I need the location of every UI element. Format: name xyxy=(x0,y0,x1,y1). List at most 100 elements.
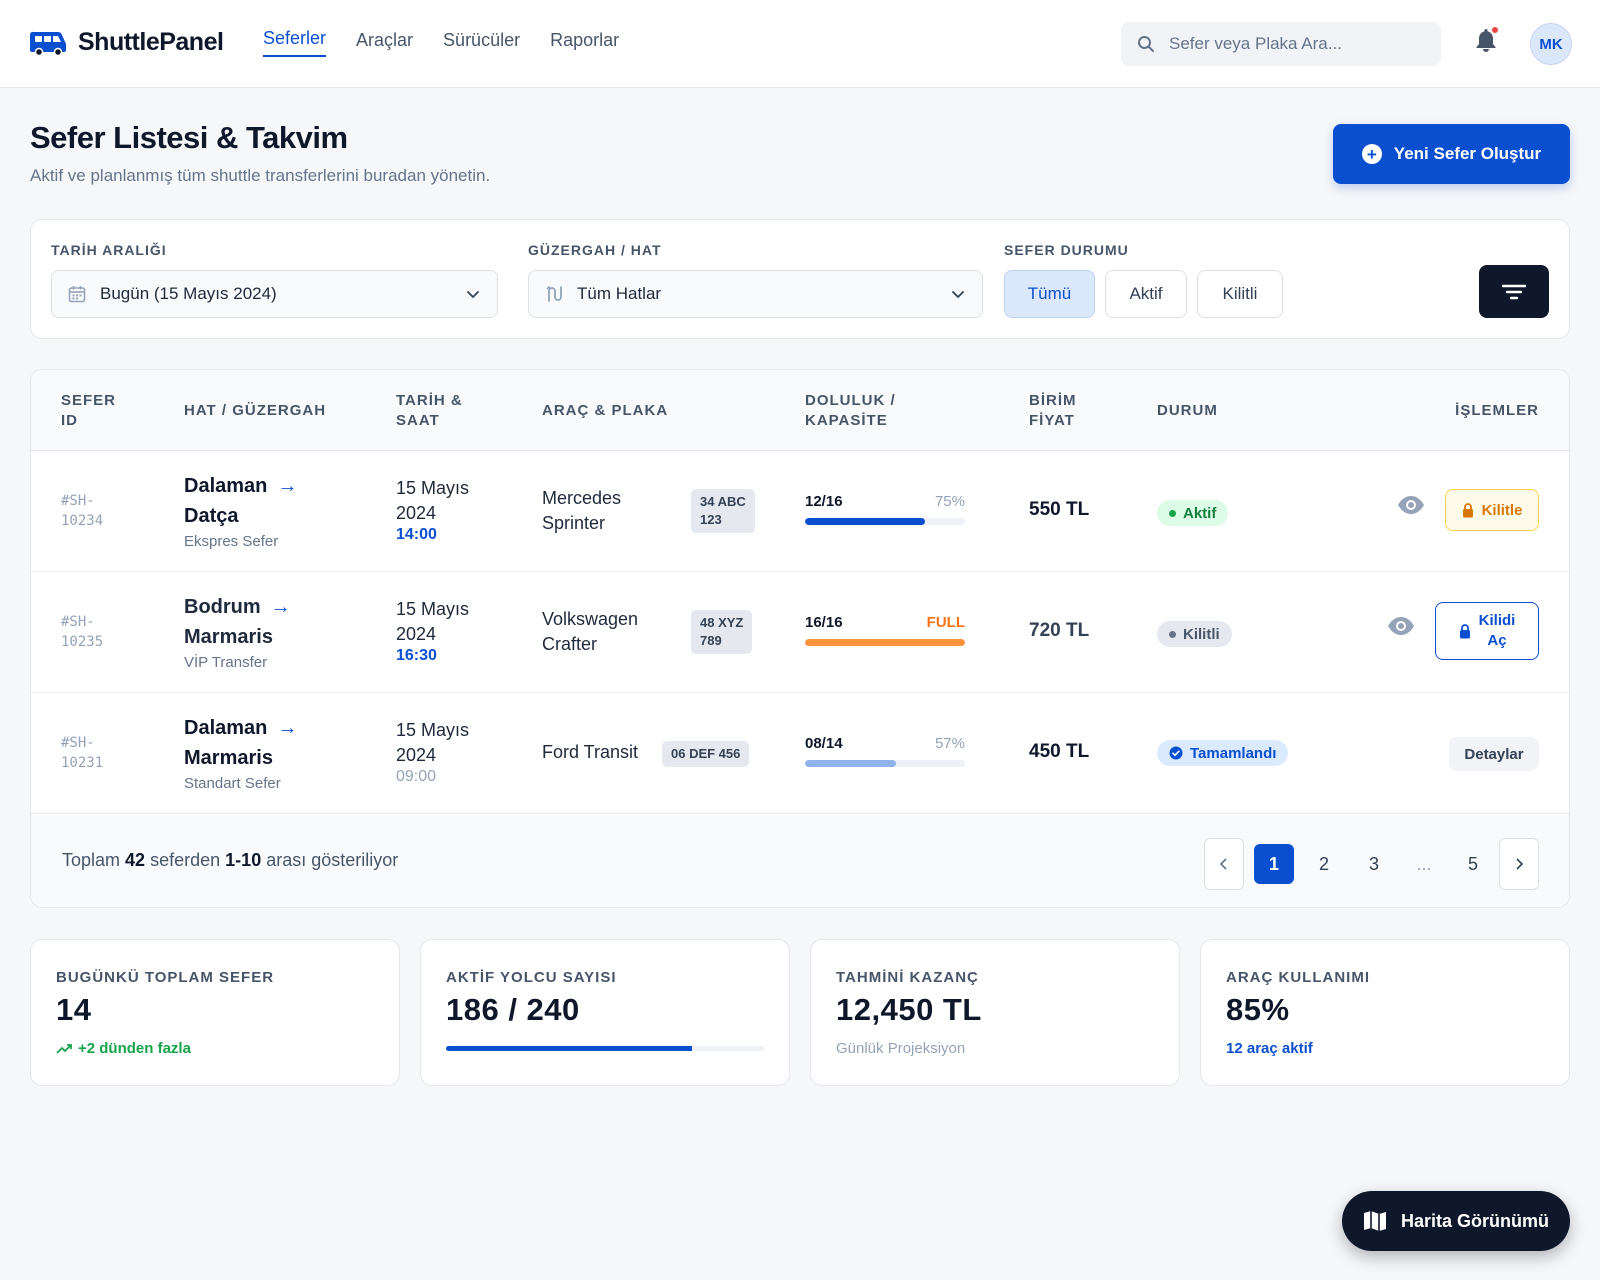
search-icon xyxy=(1138,36,1154,52)
stat-value: 14 xyxy=(56,992,92,1027)
nav-araclar[interactable]: Araçlar xyxy=(356,30,414,50)
table-row[interactable]: #SH- 10234 Dalaman → Datça Ekspres Sefer 15… xyxy=(31,451,1569,572)
page-2-button[interactable]: 2 xyxy=(1318,853,1329,874)
calendar-icon xyxy=(68,286,86,303)
route-select[interactable]: Tüm Hatlar xyxy=(528,270,983,318)
datetime-cell: 15 Mayıs 2024 14:00 xyxy=(396,478,470,543)
occupancy-value: 16/16 xyxy=(805,614,843,631)
details-button[interactable]: Detaylar xyxy=(1449,737,1539,771)
datetime-cell: 15 Mayıs 2024 16:30 xyxy=(396,599,470,664)
lock-icon xyxy=(1462,502,1473,517)
eye-icon[interactable] xyxy=(1397,495,1425,515)
nav-suruculer[interactable]: Sürücüler xyxy=(443,30,521,50)
status-option-all[interactable]: Tümü xyxy=(1004,270,1095,318)
occupancy-cell: 08/14 57% xyxy=(805,735,965,767)
stat-sub: Günlük Projeksiyon xyxy=(836,1040,966,1057)
eye-icon[interactable] xyxy=(1387,616,1415,636)
status-badge: Aktif xyxy=(1157,500,1229,526)
table-row[interactable]: #SH- 10235 Bodrum → Marmaris VİP Transfer 1… xyxy=(31,572,1569,693)
occupancy-bar-fill xyxy=(805,639,965,646)
stat-label: AKTİF YOLCU SAYISI xyxy=(446,969,617,986)
stat-sub: 12 araç aktif xyxy=(1226,1040,1313,1057)
table-row[interactable]: #SH- 10231 Dalaman → Marmaris Standart Sefe… xyxy=(31,693,1569,814)
route-value: Tüm Hatlar xyxy=(577,284,662,303)
date-range-select[interactable]: Bugün (15 Mayıs 2024) xyxy=(51,270,498,318)
page-3-button[interactable]: 3 xyxy=(1368,853,1379,874)
page-1-button[interactable]: 1 xyxy=(1254,844,1294,884)
bell-icon xyxy=(1476,29,1496,52)
status-option-active[interactable]: Aktif xyxy=(1105,270,1187,318)
col-header-status: DURUM xyxy=(1157,402,1218,419)
stat-value: 186 / 240 xyxy=(446,992,580,1027)
filter-icon xyxy=(1502,284,1526,299)
prev-page-button[interactable] xyxy=(1204,838,1244,890)
stat-label: TAHMİNİ KAZANÇ xyxy=(836,969,979,986)
next-page-button[interactable] xyxy=(1499,838,1539,890)
status-badge: Tamamlandı xyxy=(1157,740,1289,766)
date-range-value: Bugün (15 Mayıs 2024) xyxy=(100,284,277,303)
notifications-button[interactable] xyxy=(1474,27,1500,55)
passenger-progress-bar xyxy=(446,1046,764,1051)
chevron-left-icon xyxy=(1219,858,1227,870)
route-from: Bodrum xyxy=(184,596,261,618)
col-header-occupancy: DOLULUK / KAPASİTE xyxy=(805,392,896,429)
user-avatar[interactable]: MK xyxy=(1530,23,1572,65)
search-input[interactable] xyxy=(1169,34,1419,54)
arrow-right-icon: → xyxy=(277,717,298,739)
unit-price: 720 TL xyxy=(1029,620,1090,641)
pagination-summary: Toplam 42 seferden 1-10 arası gösteriliy… xyxy=(62,850,399,870)
brand[interactable]: ShuttlePanel xyxy=(30,28,224,57)
page-subtitle: Aktif ve planlanmış tüm shuttle transfer… xyxy=(30,166,491,185)
route-from: Dalaman xyxy=(184,475,268,497)
arrow-right-icon: → xyxy=(270,596,291,618)
top-bar: ShuttlePanel Seferler Araçlar Sürücüler … xyxy=(0,0,1600,88)
col-header-datetime: TARİH & SAAT xyxy=(396,392,463,429)
chevron-down-icon xyxy=(467,291,479,298)
route-icon xyxy=(546,285,562,302)
vehicle-name: Ford Transit xyxy=(542,742,639,762)
new-trip-label: Yeni Sefer Oluştur xyxy=(1393,144,1542,163)
unlock-button[interactable]: Kilidi Aç xyxy=(1435,602,1539,660)
passenger-progress-fill xyxy=(446,1046,693,1051)
chevron-down-icon xyxy=(952,291,964,298)
pagination-ellipsis: ... xyxy=(1416,853,1432,874)
lock-button[interactable]: Kilitle xyxy=(1445,489,1539,531)
col-header-price: BİRİM FİYAT xyxy=(1029,392,1077,429)
stat-value: 12,450 TL xyxy=(836,992,982,1027)
page-5-button[interactable]: 5 xyxy=(1467,853,1478,874)
arrow-right-icon: → xyxy=(277,475,298,497)
occupancy-bar xyxy=(805,760,965,767)
brand-name: ShuttlePanel xyxy=(78,28,224,56)
nav-seferler[interactable]: Seferler xyxy=(263,28,327,57)
trip-id: #SH- 10234 xyxy=(61,493,104,529)
status-label: SEFER DURUMU xyxy=(1004,242,1129,258)
trip-time: 09:00 xyxy=(396,768,437,785)
occupancy-bar xyxy=(805,639,965,646)
stat-card-total-trips: BUGÜNKÜ TOPLAM SEFER 14 +2 dünden fazla xyxy=(30,939,400,1086)
occupancy-cell: 16/16 FULL xyxy=(805,614,965,646)
new-trip-button[interactable]: + Yeni Sefer Oluştur xyxy=(1333,124,1570,184)
stat-card-active-passengers: AKTİF YOLCU SAYISI 186 / 240 xyxy=(420,939,790,1086)
vehicle-name: Volkswagen Crafter xyxy=(542,609,639,654)
route-to: Datça xyxy=(184,505,239,527)
occupancy-value: 08/14 xyxy=(805,735,843,752)
occupancy-percent: FULL xyxy=(926,614,965,631)
trip-time: 14:00 xyxy=(396,526,437,543)
filter-button[interactable] xyxy=(1479,265,1549,318)
map-view-button[interactable]: Harita Görünümü xyxy=(1342,1191,1570,1251)
route-from: Dalaman xyxy=(184,717,268,739)
search-box xyxy=(1121,22,1441,66)
bus-icon xyxy=(30,31,66,56)
stat-card-estimated-revenue: TAHMİNİ KAZANÇ 12,450 TL Günlük Projeksi… xyxy=(810,939,1180,1086)
route-cell: Bodrum → Marmaris VİP Transfer xyxy=(184,592,291,671)
check-circle-icon xyxy=(1169,746,1183,760)
occupancy-bar xyxy=(805,518,965,525)
table-footer: Toplam 42 seferden 1-10 arası gösteriliy… xyxy=(31,815,1569,907)
date-range-label: TARİH ARALIĞI xyxy=(51,242,167,258)
map-view-label: Harita Görünümü xyxy=(1400,1210,1549,1231)
route-to: Marmaris xyxy=(184,747,273,769)
status-dot xyxy=(1169,630,1176,638)
nav-raporlar[interactable]: Raporlar xyxy=(550,30,620,50)
status-option-locked[interactable]: Kilitli xyxy=(1197,270,1283,318)
route-type: Standart Sefer xyxy=(184,775,281,792)
